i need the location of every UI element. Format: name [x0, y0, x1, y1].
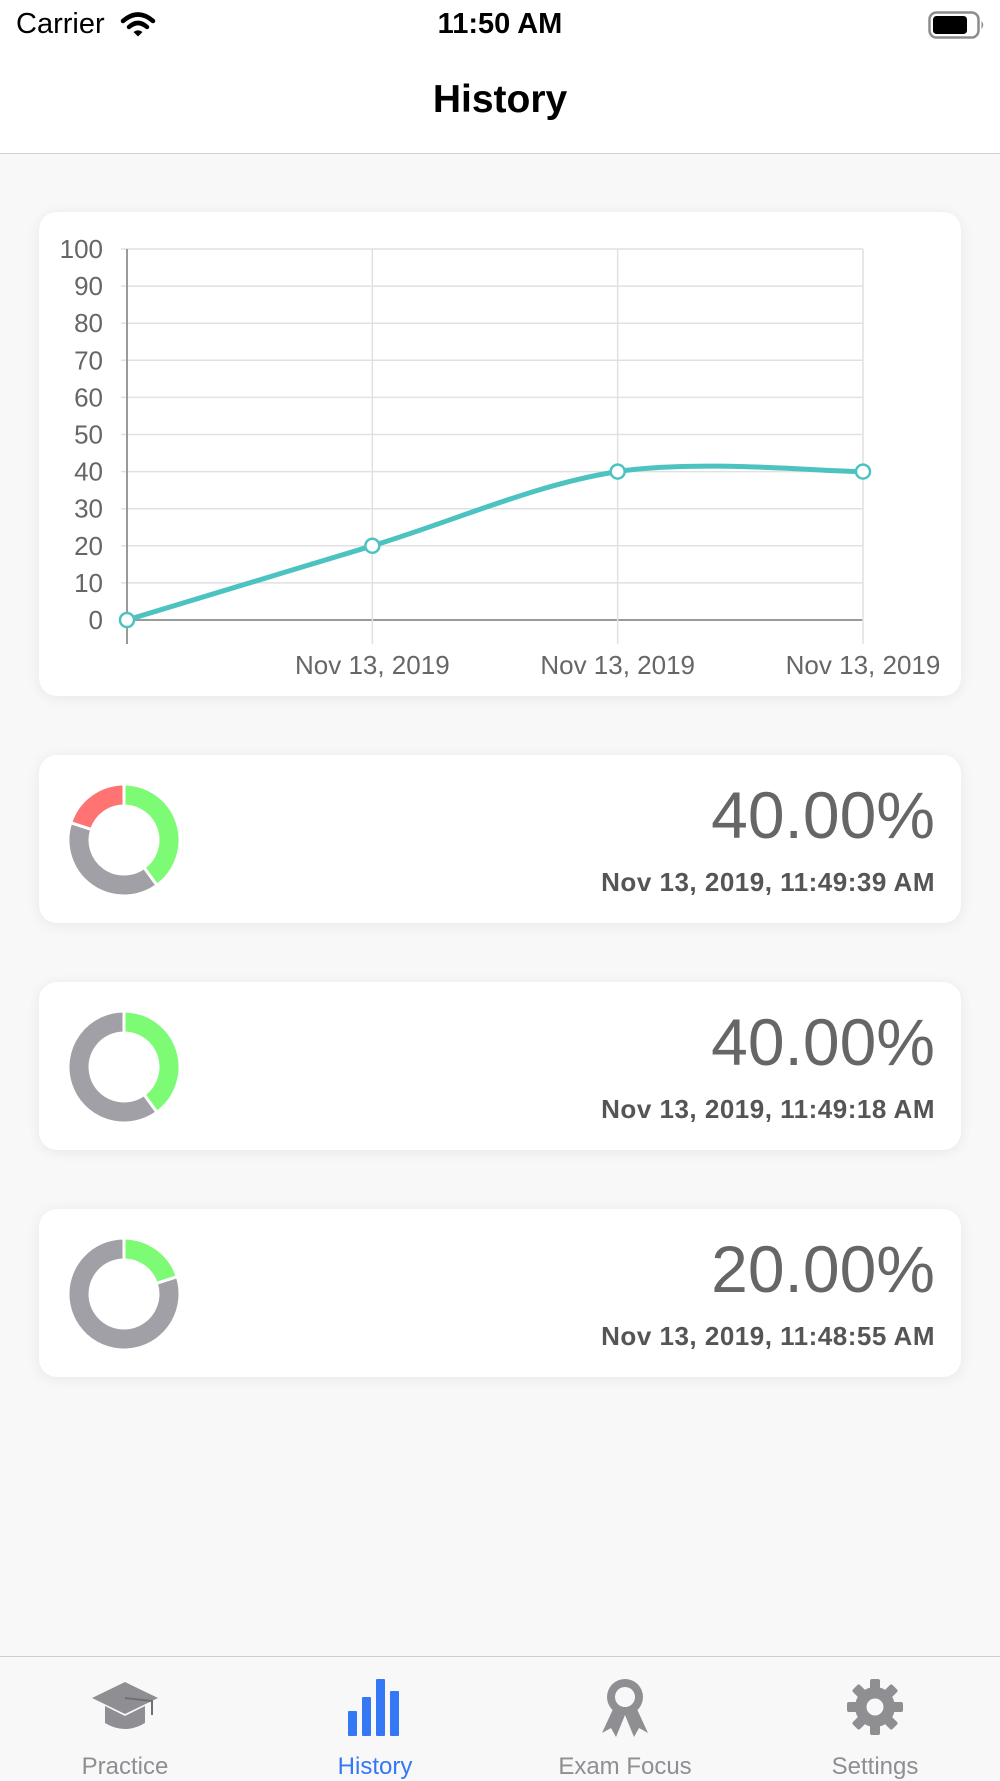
- result-donut-chart: [66, 1009, 182, 1125]
- result-timestamp: Nov 13, 2019, 11:49:18 AM: [601, 1094, 935, 1124]
- carrier-label: Carrier: [16, 8, 105, 40]
- series-line: [124, 463, 866, 623]
- y-tick-label: 80: [74, 308, 103, 338]
- chart-grid: [121, 248, 864, 644]
- result-card[interactable]: 20.00% Nov 13, 2019, 11:48:55 AM: [39, 1209, 961, 1377]
- y-tick-label: 10: [74, 568, 103, 598]
- data-point: [609, 463, 626, 480]
- tab-label: Settings: [831, 1753, 919, 1780]
- y-tick-label: 20: [74, 531, 103, 561]
- page-title: History: [432, 78, 568, 121]
- navigation-bar: History: [0, 50, 1000, 154]
- result-donut-chart: [66, 782, 182, 898]
- y-tick-label: 60: [74, 382, 103, 412]
- result-donut-chart: [66, 1236, 182, 1352]
- y-tick-label: 30: [74, 494, 103, 524]
- donut-segment-unanswered: [66, 820, 160, 898]
- tab-settings[interactable]: Settings: [750, 1657, 1000, 1780]
- donut-segment-incorrect: [68, 782, 126, 832]
- result-card[interactable]: 40.00% Nov 13, 2019, 11:49:18 AM: [39, 982, 961, 1150]
- tab-label: History: [337, 1753, 413, 1780]
- score-history-chart: 0 10 20 30 40 50 60 70 80 90 100 Nov 13, 2019 Nov 13…: [60, 234, 941, 680]
- graduation-cap-icon: [92, 1682, 158, 1729]
- battery-icon: [928, 11, 984, 39]
- y-tick-label: 40: [74, 457, 103, 487]
- donut-segment-correct: [122, 1236, 180, 1286]
- status-clock: 11:50 AM: [437, 8, 563, 40]
- award-ribbon-icon: [602, 1679, 648, 1737]
- gear-icon: [847, 1679, 903, 1735]
- history-content: 0 10 20 30 40 50 60 70 80 90 100 Nov 13, 2019 Nov 13…: [0, 154, 1000, 1656]
- status-bar: Carrier 11:50 AM: [0, 0, 1000, 50]
- donut-segment-unanswered: [66, 1236, 182, 1352]
- data-point: [854, 463, 872, 480]
- y-tick-label: 50: [74, 420, 103, 450]
- tab-label: Practice: [81, 1753, 169, 1780]
- donut-segment-correct: [122, 782, 182, 888]
- wifi-icon: [120, 12, 156, 37]
- result-timestamp: Nov 13, 2019, 11:48:55 AM: [601, 1321, 935, 1351]
- x-tick-label: Nov 13, 2019: [540, 650, 695, 680]
- result-score: 40.00%: [711, 778, 935, 852]
- tab-practice[interactable]: Practice: [0, 1657, 250, 1780]
- x-tick-label: Nov 13, 2019: [786, 650, 941, 680]
- data-point: [118, 611, 136, 629]
- score-history-chart-card: 0 10 20 30 40 50 60 70 80 90 100 Nov 13, 2019 Nov 13…: [39, 212, 961, 696]
- donut-segment-unanswered: [66, 1009, 160, 1125]
- result-timestamp: Nov 13, 2019, 11:49:39 AM: [601, 867, 935, 897]
- donut-segment-correct: [122, 1009, 182, 1115]
- result-score: 20.00%: [711, 1232, 935, 1306]
- x-tick-label: Nov 13, 2019: [295, 650, 450, 680]
- y-tick-label: 0: [89, 605, 103, 635]
- result-card[interactable]: 40.00% Nov 13, 2019, 11:49:39 AM: [39, 755, 961, 923]
- tab-label: Exam Focus: [558, 1753, 692, 1780]
- tab-history[interactable]: History: [250, 1657, 500, 1780]
- y-tick-label: 100: [60, 234, 103, 264]
- tab-exam-focus[interactable]: Exam Focus: [500, 1657, 750, 1780]
- bar-chart-icon: [348, 1679, 399, 1736]
- y-tick-label: 90: [74, 271, 103, 301]
- tab-bar: Practice History Exam Focus: [0, 1656, 1000, 1780]
- y-tick-label: 70: [74, 345, 103, 375]
- result-score: 40.00%: [711, 1005, 935, 1079]
- data-point: [364, 537, 381, 555]
